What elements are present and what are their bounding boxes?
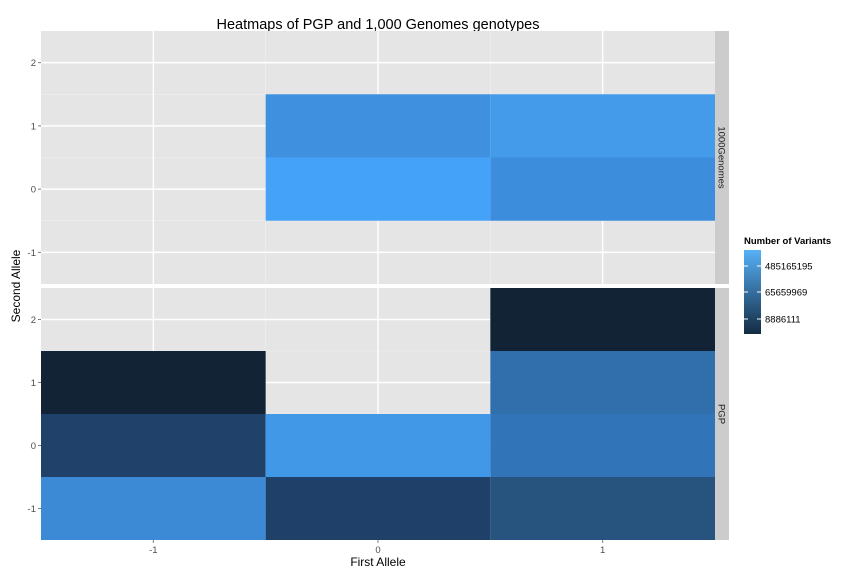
y-tick-label: -1: [28, 504, 36, 515]
legend-title: Number of Variants: [744, 236, 831, 247]
x-tick-label: -1: [149, 545, 157, 556]
y-tick-label: 2: [31, 315, 36, 326]
y-tick-label: -1: [28, 248, 36, 259]
heatmap-tile: [490, 94, 715, 158]
y-tick-label: 0: [31, 185, 36, 196]
x-axis-label: First Allele: [350, 555, 406, 569]
facet-strip-label: PGP: [716, 404, 727, 424]
legend-colorbar: [744, 250, 761, 334]
y-tick-label: 1: [31, 121, 36, 132]
facet-strip-1000Genomes: [715, 31, 729, 284]
chart-title: Heatmaps of PGP and 1,000 Genomes genoty…: [217, 17, 540, 33]
heatmap-tile: [490, 477, 715, 540]
x-tick-label: 0: [375, 545, 380, 556]
x-tick-label: 1: [600, 545, 605, 556]
heatmap-tile: [41, 477, 266, 540]
heatmap-tile: [265, 157, 491, 221]
y-tick-label: 0: [31, 441, 36, 452]
heatmap-tile: [490, 414, 715, 477]
legend-label: 65659969: [765, 288, 807, 299]
legend-label: 485165195: [765, 262, 813, 273]
facet-strip-label: 1000Genomes: [716, 126, 727, 189]
heatmap-tile: [490, 351, 715, 414]
heatmap-tile: [490, 157, 715, 221]
y-tick-label: 1: [31, 378, 36, 389]
legend-label: 8886111: [765, 315, 801, 326]
heatmap-tile: [41, 414, 266, 477]
heatmap-tile: [265, 414, 491, 477]
facet-strip-PGP: [715, 288, 729, 540]
heatmap-tile: [41, 351, 266, 414]
heatmap-tile: [265, 94, 491, 158]
heatmap-tile: [490, 288, 715, 351]
y-axis-label: Second Allele: [9, 249, 23, 322]
heatmap-tile: [265, 477, 491, 540]
y-tick-label: 2: [31, 58, 36, 69]
